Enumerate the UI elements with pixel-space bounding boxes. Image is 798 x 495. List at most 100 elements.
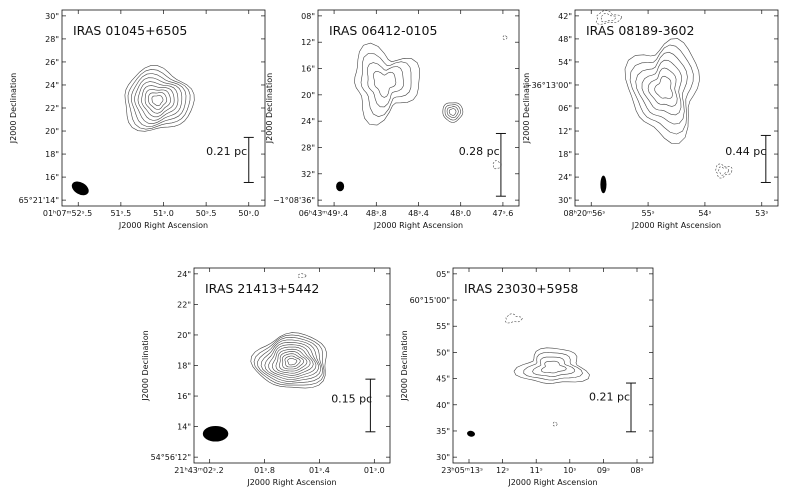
contour-line <box>492 160 502 170</box>
contour-line <box>284 355 301 368</box>
panel-title: IRAS 06412-0105 <box>329 23 437 38</box>
panel-title: IRAS 08189-3602 <box>586 23 694 38</box>
contour-line <box>144 89 171 114</box>
y-tick-label: 22" <box>177 300 191 309</box>
y-tick-label: 54°56'12" <box>151 453 191 462</box>
contour-line <box>552 421 558 427</box>
x-tick-label: 50ˢ.5 <box>196 209 217 218</box>
contour-line <box>715 163 733 179</box>
y-axis-label: J2000 Declination <box>9 73 18 144</box>
contour-line <box>446 106 459 119</box>
x-tick-label: 47ˢ.6 <box>493 209 514 218</box>
x-axis-label: J2000 Right Ascension <box>507 478 597 487</box>
y-tick-label: 22" <box>45 104 59 113</box>
contour-line <box>360 53 412 118</box>
x-tick-label: 48ˢ.0 <box>450 209 471 218</box>
x-tick-label: 08ˢ <box>630 466 643 475</box>
beam-ellipse <box>600 175 607 194</box>
y-tick-label: 08" <box>301 12 315 21</box>
x-tick-label: 01ˢ.8 <box>254 466 275 475</box>
panel-title: IRAS 01045+6505 <box>73 23 187 38</box>
contour-line <box>287 358 298 366</box>
x-tick-label: 51ˢ.0 <box>153 209 174 218</box>
contour-line <box>647 67 678 107</box>
scale-bar-label: 0.44 pc <box>725 145 766 158</box>
y-tick-label: 16" <box>301 65 315 74</box>
beam-ellipse <box>71 181 89 196</box>
y-tick-label: −1°08'36" <box>273 196 315 205</box>
contour-line <box>271 346 314 376</box>
y-tick-label: 30" <box>45 12 59 21</box>
y-tick-label: 50" <box>436 348 450 357</box>
x-tick-label: 01ˢ.0 <box>364 466 385 475</box>
y-tick-label: 40" <box>436 401 450 410</box>
y-tick-label: 30" <box>558 196 572 205</box>
contour-line <box>367 62 404 108</box>
y-tick-label: 32" <box>301 170 315 179</box>
contour-line <box>250 332 327 389</box>
x-tick-label: 11ˢ <box>530 466 543 475</box>
panel-p5: 0.21 pc IRAS 23030+5958 23ʰ05ᵐ13ˢ 12ˢ 11ˢ 10ˢ… <box>400 267 654 487</box>
contour-line <box>148 92 168 110</box>
y-tick-label: 16" <box>177 392 191 401</box>
y-tick-label: 18" <box>177 362 191 371</box>
panel-title: IRAS 21413+5442 <box>205 281 319 296</box>
y-tick-label: 24" <box>45 81 59 90</box>
contour-line <box>523 352 583 381</box>
contour-line <box>141 85 175 118</box>
contour-line <box>502 35 508 40</box>
contour-line <box>282 353 305 370</box>
contour-line <box>275 348 311 374</box>
y-tick-label: 54" <box>558 58 572 67</box>
x-axis-label: J2000 Right Ascension <box>246 478 336 487</box>
contour-line <box>442 102 464 123</box>
contour-line <box>600 13 617 23</box>
x-tick-label: 09ˢ <box>597 466 610 475</box>
contour-line <box>532 356 575 377</box>
contour-line <box>124 65 195 132</box>
beam-ellipse <box>202 425 229 442</box>
contour-line <box>264 341 319 380</box>
panel-frame <box>452 267 654 464</box>
contour-line <box>131 73 187 127</box>
contour-line <box>629 44 694 135</box>
panel-p4: 0.15 pc IRAS 21413+5442 21ʰ43ᵐ02ˢ.2 01ˢ.8 01… <box>141 267 391 487</box>
y-tick-label: 12" <box>301 38 315 47</box>
y-tick-label: 60°15'00" <box>410 296 450 305</box>
contour-line <box>137 81 179 121</box>
contour-line <box>624 38 700 144</box>
y-tick-label: 06" <box>558 104 572 113</box>
x-tick-label: 06ʰ43ᵐ49ˢ.4 <box>299 209 348 218</box>
panel-frame <box>61 9 266 207</box>
contour-line <box>513 347 590 384</box>
panel-frame <box>317 9 520 207</box>
contour-line <box>260 339 322 382</box>
contour-line <box>354 42 420 126</box>
x-tick-label: 01ʰ07ᵐ52ˢ.5 <box>43 209 92 218</box>
y-tick-label: 30" <box>436 453 450 462</box>
contour-line <box>444 104 461 121</box>
x-tick-label: 12ˢ <box>496 466 509 475</box>
y-axis-label: J2000 Declination <box>522 73 531 144</box>
x-tick-label: 10ˢ <box>563 466 576 475</box>
scale-bar-label: 0.28 pc <box>459 145 500 158</box>
x-tick-label: 21ʰ43ᵐ02ˢ.2 <box>174 466 223 475</box>
y-tick-label: 20" <box>45 127 59 136</box>
x-tick-label: 01ˢ.4 <box>309 466 330 475</box>
x-tick-label: 48ˢ.4 <box>408 209 429 218</box>
y-tick-label: 45" <box>436 375 450 384</box>
contour-line <box>448 108 457 116</box>
y-tick-label: 65°21'14" <box>19 196 59 205</box>
x-tick-label: 08ʰ20ᵐ56ˢ <box>563 209 605 218</box>
contour-line <box>595 10 622 25</box>
contour-line <box>718 166 729 176</box>
contour-line <box>127 68 191 130</box>
x-tick-label: 55ˢ <box>641 209 654 218</box>
beam-ellipse <box>467 430 475 437</box>
contour-line <box>635 51 688 125</box>
y-tick-label: 18" <box>558 150 572 159</box>
y-tick-label: 05" <box>436 270 450 279</box>
contour-line <box>373 71 397 98</box>
y-tick-label: 18" <box>45 150 59 159</box>
y-tick-label: 12" <box>558 127 572 136</box>
